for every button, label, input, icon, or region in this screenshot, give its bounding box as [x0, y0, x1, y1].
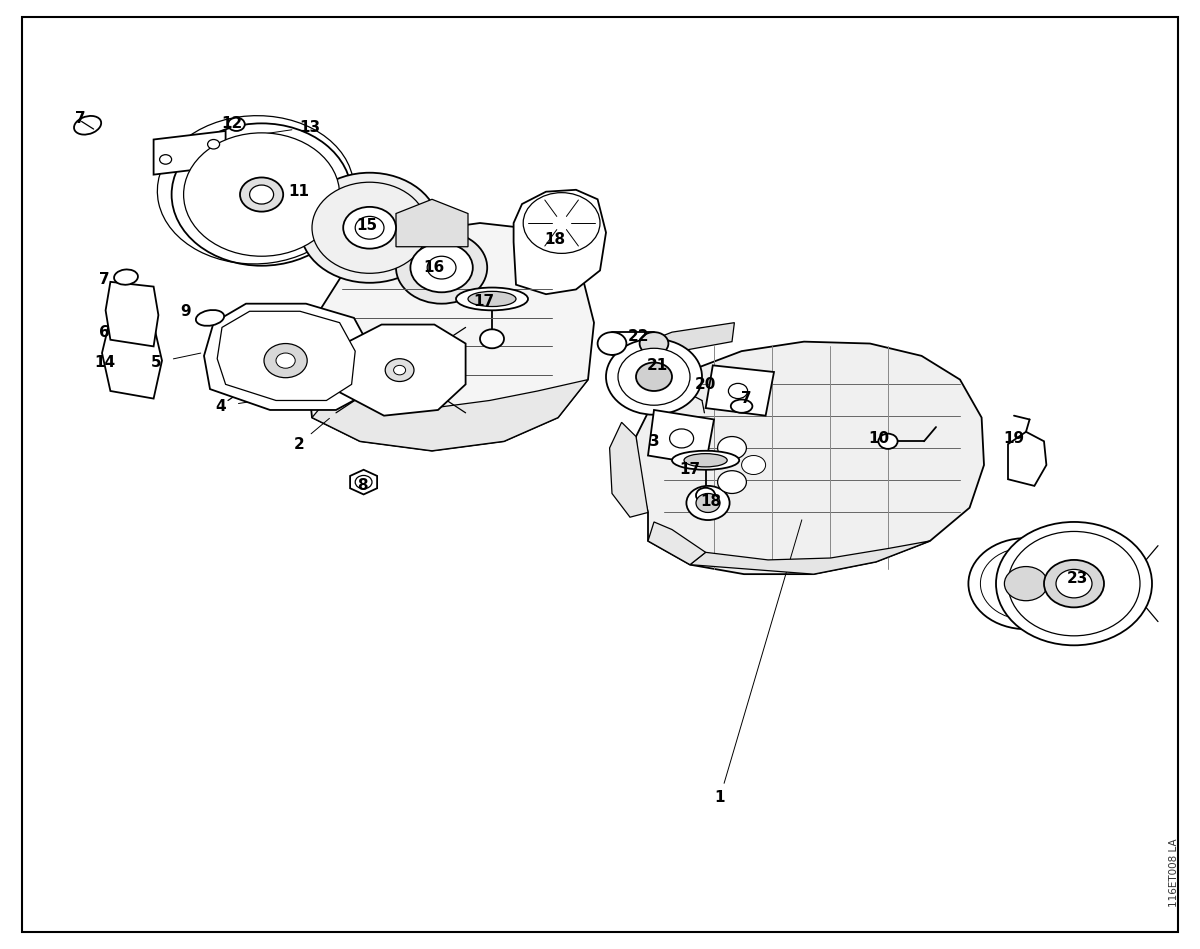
Polygon shape — [217, 311, 355, 400]
Text: 7: 7 — [100, 272, 109, 288]
Ellipse shape — [684, 454, 727, 467]
Polygon shape — [648, 522, 706, 565]
Circle shape — [394, 365, 406, 375]
Circle shape — [742, 456, 766, 474]
Polygon shape — [706, 365, 774, 416]
Ellipse shape — [468, 291, 516, 307]
Text: 116ET008 LA: 116ET008 LA — [1169, 839, 1178, 907]
Polygon shape — [514, 190, 606, 294]
Ellipse shape — [606, 339, 702, 415]
Polygon shape — [306, 223, 594, 451]
Ellipse shape — [184, 133, 340, 256]
Circle shape — [718, 437, 746, 459]
Text: 1: 1 — [715, 790, 725, 805]
Text: 20: 20 — [695, 377, 716, 392]
Circle shape — [208, 140, 220, 149]
Ellipse shape — [1056, 569, 1092, 598]
Ellipse shape — [1008, 531, 1140, 636]
Text: 12: 12 — [221, 116, 242, 131]
Circle shape — [385, 359, 414, 381]
Polygon shape — [610, 422, 648, 517]
Ellipse shape — [427, 256, 456, 279]
Text: 23: 23 — [1067, 571, 1088, 586]
Polygon shape — [334, 325, 466, 416]
Polygon shape — [350, 470, 377, 494]
Ellipse shape — [1004, 567, 1048, 601]
Text: 4: 4 — [216, 399, 226, 414]
Ellipse shape — [686, 486, 730, 520]
Polygon shape — [690, 541, 930, 574]
Text: 21: 21 — [647, 358, 668, 373]
Polygon shape — [106, 282, 158, 346]
Ellipse shape — [250, 185, 274, 204]
Circle shape — [670, 429, 694, 448]
Ellipse shape — [598, 332, 626, 355]
Ellipse shape — [731, 400, 752, 413]
Ellipse shape — [968, 538, 1084, 629]
Circle shape — [878, 434, 898, 449]
Ellipse shape — [410, 243, 473, 292]
Circle shape — [276, 353, 295, 368]
Circle shape — [355, 475, 372, 489]
Text: 9: 9 — [181, 304, 191, 319]
Text: 18: 18 — [700, 493, 721, 509]
Circle shape — [264, 344, 307, 378]
Ellipse shape — [996, 522, 1152, 645]
Ellipse shape — [343, 207, 396, 249]
Polygon shape — [154, 131, 226, 175]
Text: 10: 10 — [868, 431, 889, 446]
Ellipse shape — [300, 173, 439, 283]
Ellipse shape — [456, 288, 528, 310]
Polygon shape — [204, 304, 372, 410]
Text: 19: 19 — [1003, 431, 1025, 446]
Text: 3: 3 — [649, 434, 659, 449]
Ellipse shape — [480, 329, 504, 348]
Polygon shape — [648, 410, 714, 465]
Ellipse shape — [1044, 560, 1104, 607]
Circle shape — [228, 118, 245, 131]
Text: 7: 7 — [742, 391, 751, 406]
Ellipse shape — [696, 488, 715, 503]
Polygon shape — [1008, 432, 1046, 486]
Ellipse shape — [355, 216, 384, 239]
Text: 5: 5 — [151, 355, 161, 370]
Ellipse shape — [114, 270, 138, 285]
Ellipse shape — [618, 348, 690, 405]
Text: 6: 6 — [100, 325, 109, 340]
Circle shape — [728, 383, 748, 399]
Circle shape — [160, 155, 172, 164]
Text: 17: 17 — [473, 294, 494, 309]
Circle shape — [718, 471, 746, 493]
Text: 14: 14 — [94, 355, 115, 370]
Ellipse shape — [696, 493, 720, 512]
Text: 2: 2 — [294, 437, 304, 452]
Polygon shape — [396, 199, 468, 247]
Ellipse shape — [312, 182, 427, 273]
Text: 18: 18 — [544, 232, 565, 247]
Polygon shape — [636, 342, 984, 574]
Polygon shape — [102, 318, 162, 399]
Ellipse shape — [196, 310, 224, 326]
Ellipse shape — [74, 116, 101, 135]
Text: 16: 16 — [424, 260, 445, 275]
Ellipse shape — [396, 232, 487, 304]
Text: 17: 17 — [679, 462, 701, 477]
Text: 15: 15 — [356, 218, 378, 233]
Ellipse shape — [980, 548, 1072, 620]
Text: 11: 11 — [288, 184, 310, 199]
Polygon shape — [648, 323, 734, 353]
Text: 13: 13 — [299, 120, 320, 135]
Ellipse shape — [172, 123, 352, 266]
Ellipse shape — [640, 332, 668, 355]
Ellipse shape — [240, 177, 283, 212]
Ellipse shape — [636, 363, 672, 391]
Text: 8: 8 — [358, 478, 367, 493]
Text: 7: 7 — [76, 111, 85, 126]
Polygon shape — [312, 380, 588, 451]
Text: 22: 22 — [628, 329, 649, 344]
Ellipse shape — [672, 451, 739, 470]
